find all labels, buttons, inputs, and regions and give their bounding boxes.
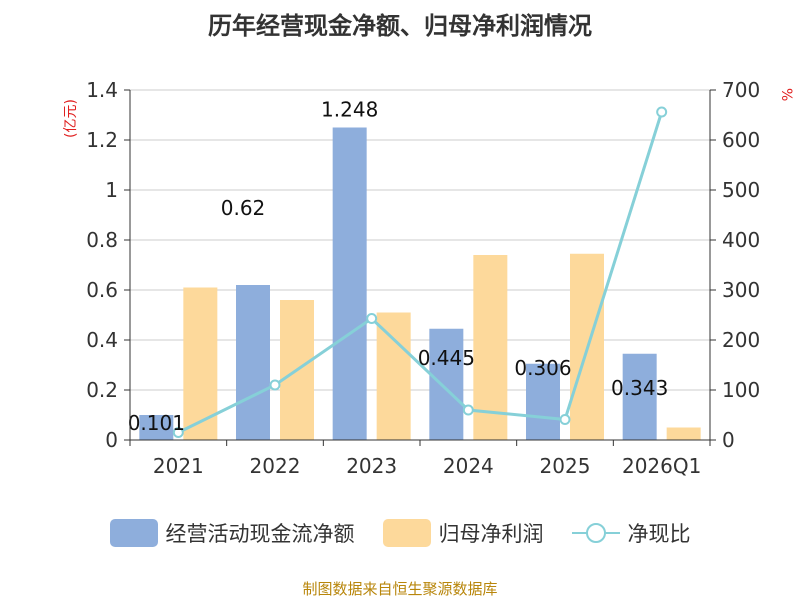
- bar-group: [139, 127, 701, 440]
- bar-profit: [666, 427, 701, 440]
- x-tick-label: 2025: [540, 454, 591, 478]
- ratio-point: [172, 427, 184, 438]
- x-tick-label: 2024: [443, 454, 494, 478]
- bar-cashflow: [236, 285, 270, 440]
- right-tick-label: 600: [722, 128, 760, 152]
- right-tick-label: 700: [722, 78, 760, 102]
- legend-swatch-profit: [382, 519, 431, 547]
- right-tick-label: 0: [722, 428, 735, 452]
- left-tick-label: 0.6: [86, 278, 118, 302]
- left-tick-label: 0.4: [86, 328, 118, 352]
- legend-swatch-cashflow: [109, 519, 158, 547]
- left-tick-label: 1: [105, 178, 118, 202]
- bar-profit: [376, 312, 411, 440]
- x-tick-label: 2026Q1: [622, 454, 701, 478]
- legend-label-profit: 归母净利润: [438, 522, 544, 546]
- right-tick-label: 300: [722, 278, 760, 302]
- ratio-line: [177, 111, 664, 434]
- ratio-data-label: 1.248: [321, 98, 378, 122]
- legend-swatch-ratio: [571, 519, 620, 547]
- data-label-group: 0.101 0.62 1.248 0.445 0.306 0.343: [128, 98, 669, 436]
- legend-label-ratio: 净现比: [627, 522, 691, 546]
- left-tick-label: 0: [105, 428, 118, 452]
- right-tick-label: 400: [722, 228, 760, 252]
- bar-cashflow: [526, 363, 560, 440]
- left-axis-unit: (亿元): [63, 99, 79, 138]
- legend-item-profit[interactable]: 归母净利润: [382, 518, 544, 548]
- legend-item-ratio[interactable]: 净现比: [571, 518, 691, 548]
- ratio-data-label: 0.62: [221, 196, 266, 220]
- chart-title: 历年经营现金净额、归母净利润情况: [208, 12, 592, 40]
- bar-cashflow: [139, 415, 174, 440]
- left-tick-label: 1.4: [86, 78, 118, 102]
- x-tick-label: 2023: [346, 454, 397, 478]
- ratio-data-label: 0.101: [128, 411, 185, 435]
- left-tick-label: 1.2: [86, 128, 118, 152]
- ratio-point: [656, 106, 668, 118]
- legend-item-cashflow[interactable]: 经营活动现金流净额: [109, 518, 355, 548]
- x-tick-label: 2022: [250, 454, 301, 478]
- bar-profit: [473, 255, 508, 440]
- right-tick-label: 100: [722, 378, 760, 402]
- left-tick-label: 0.8: [86, 228, 118, 252]
- right-tick-label: 500: [722, 178, 760, 202]
- legend-label-cashflow: 经营活动现金流净额: [165, 522, 355, 546]
- ratio-data-label: 0.343: [611, 376, 668, 400]
- bar-cashflow: [429, 328, 464, 440]
- line-group: [172, 106, 668, 438]
- ratio-point: [269, 379, 281, 391]
- ratio-point: [462, 404, 474, 416]
- right-tick-label: 200: [722, 328, 760, 352]
- x-tick-label: 2021: [153, 454, 204, 478]
- ratio-point: [366, 313, 378, 324]
- source-note: 制图数据来自恒生聚源数据库: [302, 580, 498, 598]
- left-tick-label: 0.2: [86, 378, 118, 402]
- ratio-point: [559, 414, 571, 425]
- ratio-data-label: 0.445: [418, 346, 475, 370]
- legend: 经营活动现金流净额 归母净利润 净现比: [0, 518, 800, 548]
- axes: 0 0.2 0.4 0.6 0.8 1 1.2 1.4 0 100 200 300 400 500 600 7…: [86, 78, 760, 478]
- ratio-data-label: 0.306: [514, 356, 571, 380]
- bar-cashflow: [622, 353, 657, 440]
- right-axis-unit: %: [778, 88, 794, 101]
- bar-cashflow: [332, 127, 367, 440]
